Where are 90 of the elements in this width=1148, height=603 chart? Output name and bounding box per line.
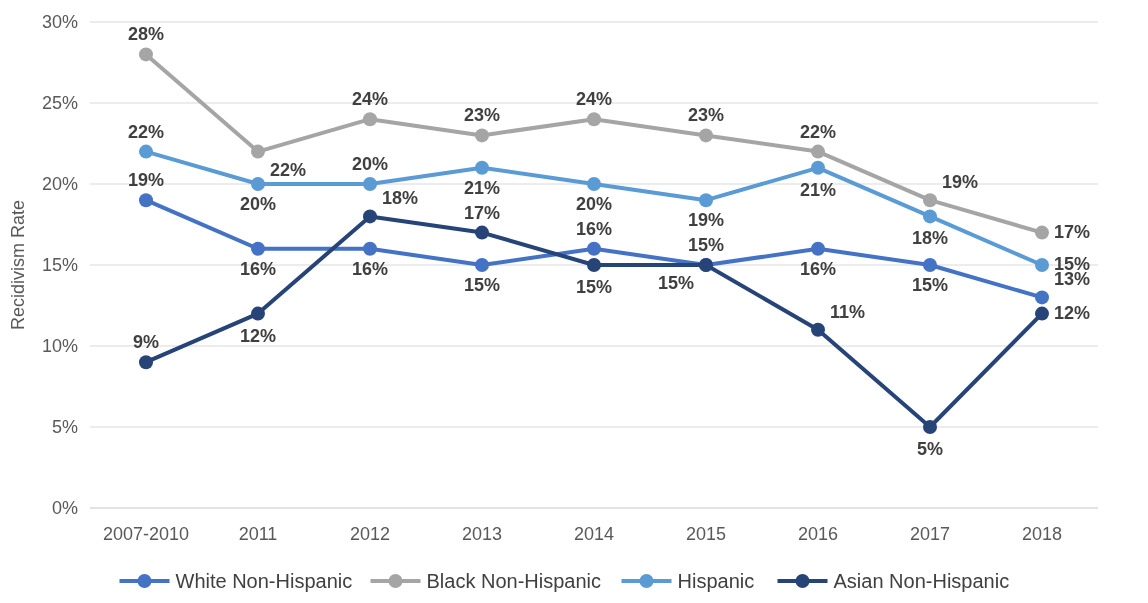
point [1035, 306, 1049, 321]
data-label: 21% [463, 177, 501, 198]
point [139, 355, 153, 370]
data-label: 11% [830, 301, 866, 322]
data-label: 12% [239, 325, 277, 346]
data-label: 15% [657, 273, 694, 293]
point [475, 128, 489, 143]
data-label: 19% [127, 170, 165, 191]
point [139, 47, 153, 62]
x-tick-label: 2016 [797, 524, 839, 544]
data-label: 16% [799, 258, 837, 279]
point [475, 258, 489, 272]
data-label: 20% [575, 194, 613, 214]
x-tick-label: 2011 [238, 524, 278, 544]
x-tick-label: 2012 [349, 524, 391, 544]
data-label: 23% [687, 105, 725, 126]
y-tick-label: 5% [51, 417, 78, 438]
data-label: 13% [1054, 269, 1091, 290]
point [475, 225, 489, 240]
data-label: 18% [382, 188, 419, 209]
data-label: 20% [351, 154, 389, 174]
point [363, 209, 377, 224]
point [811, 322, 825, 337]
data-label: 17% [1054, 221, 1091, 242]
point [923, 258, 937, 272]
data-label: 18% [911, 228, 949, 249]
data-label: 19% [942, 172, 979, 193]
point [587, 177, 601, 191]
y-tick-label: 25% [41, 93, 78, 114]
legend-label: Black Non-Hispanic [426, 570, 602, 592]
legend-label: White Non-Hispanic [175, 570, 353, 592]
data-label: 19% [687, 210, 725, 231]
data-label: 16% [351, 258, 389, 279]
point [587, 258, 601, 272]
data-label: 15% [575, 277, 613, 297]
y-tick-label: 10% [41, 336, 78, 357]
y-tick-label: 30% [41, 12, 78, 33]
point [811, 160, 825, 175]
data-label: 16% [575, 218, 613, 239]
point [811, 241, 825, 256]
data-label: 22% [270, 159, 307, 180]
x-tick-label: 2017 [909, 524, 951, 544]
point [139, 144, 153, 159]
point [1035, 225, 1049, 240]
point [251, 177, 265, 191]
x-tick-label: 2014 [573, 524, 615, 544]
data-label: 22% [799, 121, 837, 142]
data-label: 9% [132, 332, 160, 353]
point [923, 420, 937, 434]
point [363, 112, 377, 127]
point [587, 112, 601, 127]
data-label: 23% [463, 105, 501, 126]
legend-label: Hispanic [677, 570, 755, 592]
y-tick-label: 15% [41, 255, 78, 276]
x-tick-label: 2007-2010 [102, 524, 190, 544]
data-label: 16% [239, 258, 277, 279]
legend-label: Asian Non-Hispanic [833, 570, 1010, 592]
y-axis-title: Recidivism Rate [8, 199, 28, 331]
data-label: 22% [127, 121, 165, 142]
data-label: 24% [575, 89, 613, 110]
data-label: 20% [239, 194, 277, 214]
data-label: 28% [127, 24, 165, 45]
point [363, 241, 377, 256]
x-tick-label: 2013 [461, 524, 503, 544]
data-label: 15% [463, 275, 501, 295]
point [923, 193, 937, 208]
point [251, 144, 265, 159]
data-label: 17% [463, 202, 501, 223]
point [251, 306, 265, 321]
point [139, 193, 153, 208]
point [475, 160, 489, 175]
y-tick-label: 0% [51, 498, 78, 519]
point [251, 241, 265, 256]
point [699, 193, 713, 208]
data-label: 24% [351, 89, 389, 110]
point [811, 144, 825, 159]
point [587, 241, 601, 256]
data-label: 21% [799, 179, 837, 200]
point [1035, 290, 1049, 305]
data-label: 15% [911, 275, 949, 295]
point [363, 177, 377, 191]
data-label: 5% [916, 439, 944, 459]
data-label: 15% [687, 235, 725, 255]
point [923, 209, 937, 224]
point [699, 128, 713, 143]
x-tick-label: 2015 [685, 524, 727, 544]
point [1035, 258, 1049, 272]
y-tick-label: 20% [41, 174, 78, 195]
data-label: 12% [1054, 302, 1091, 323]
x-tick-label: 2018 [1021, 524, 1063, 544]
